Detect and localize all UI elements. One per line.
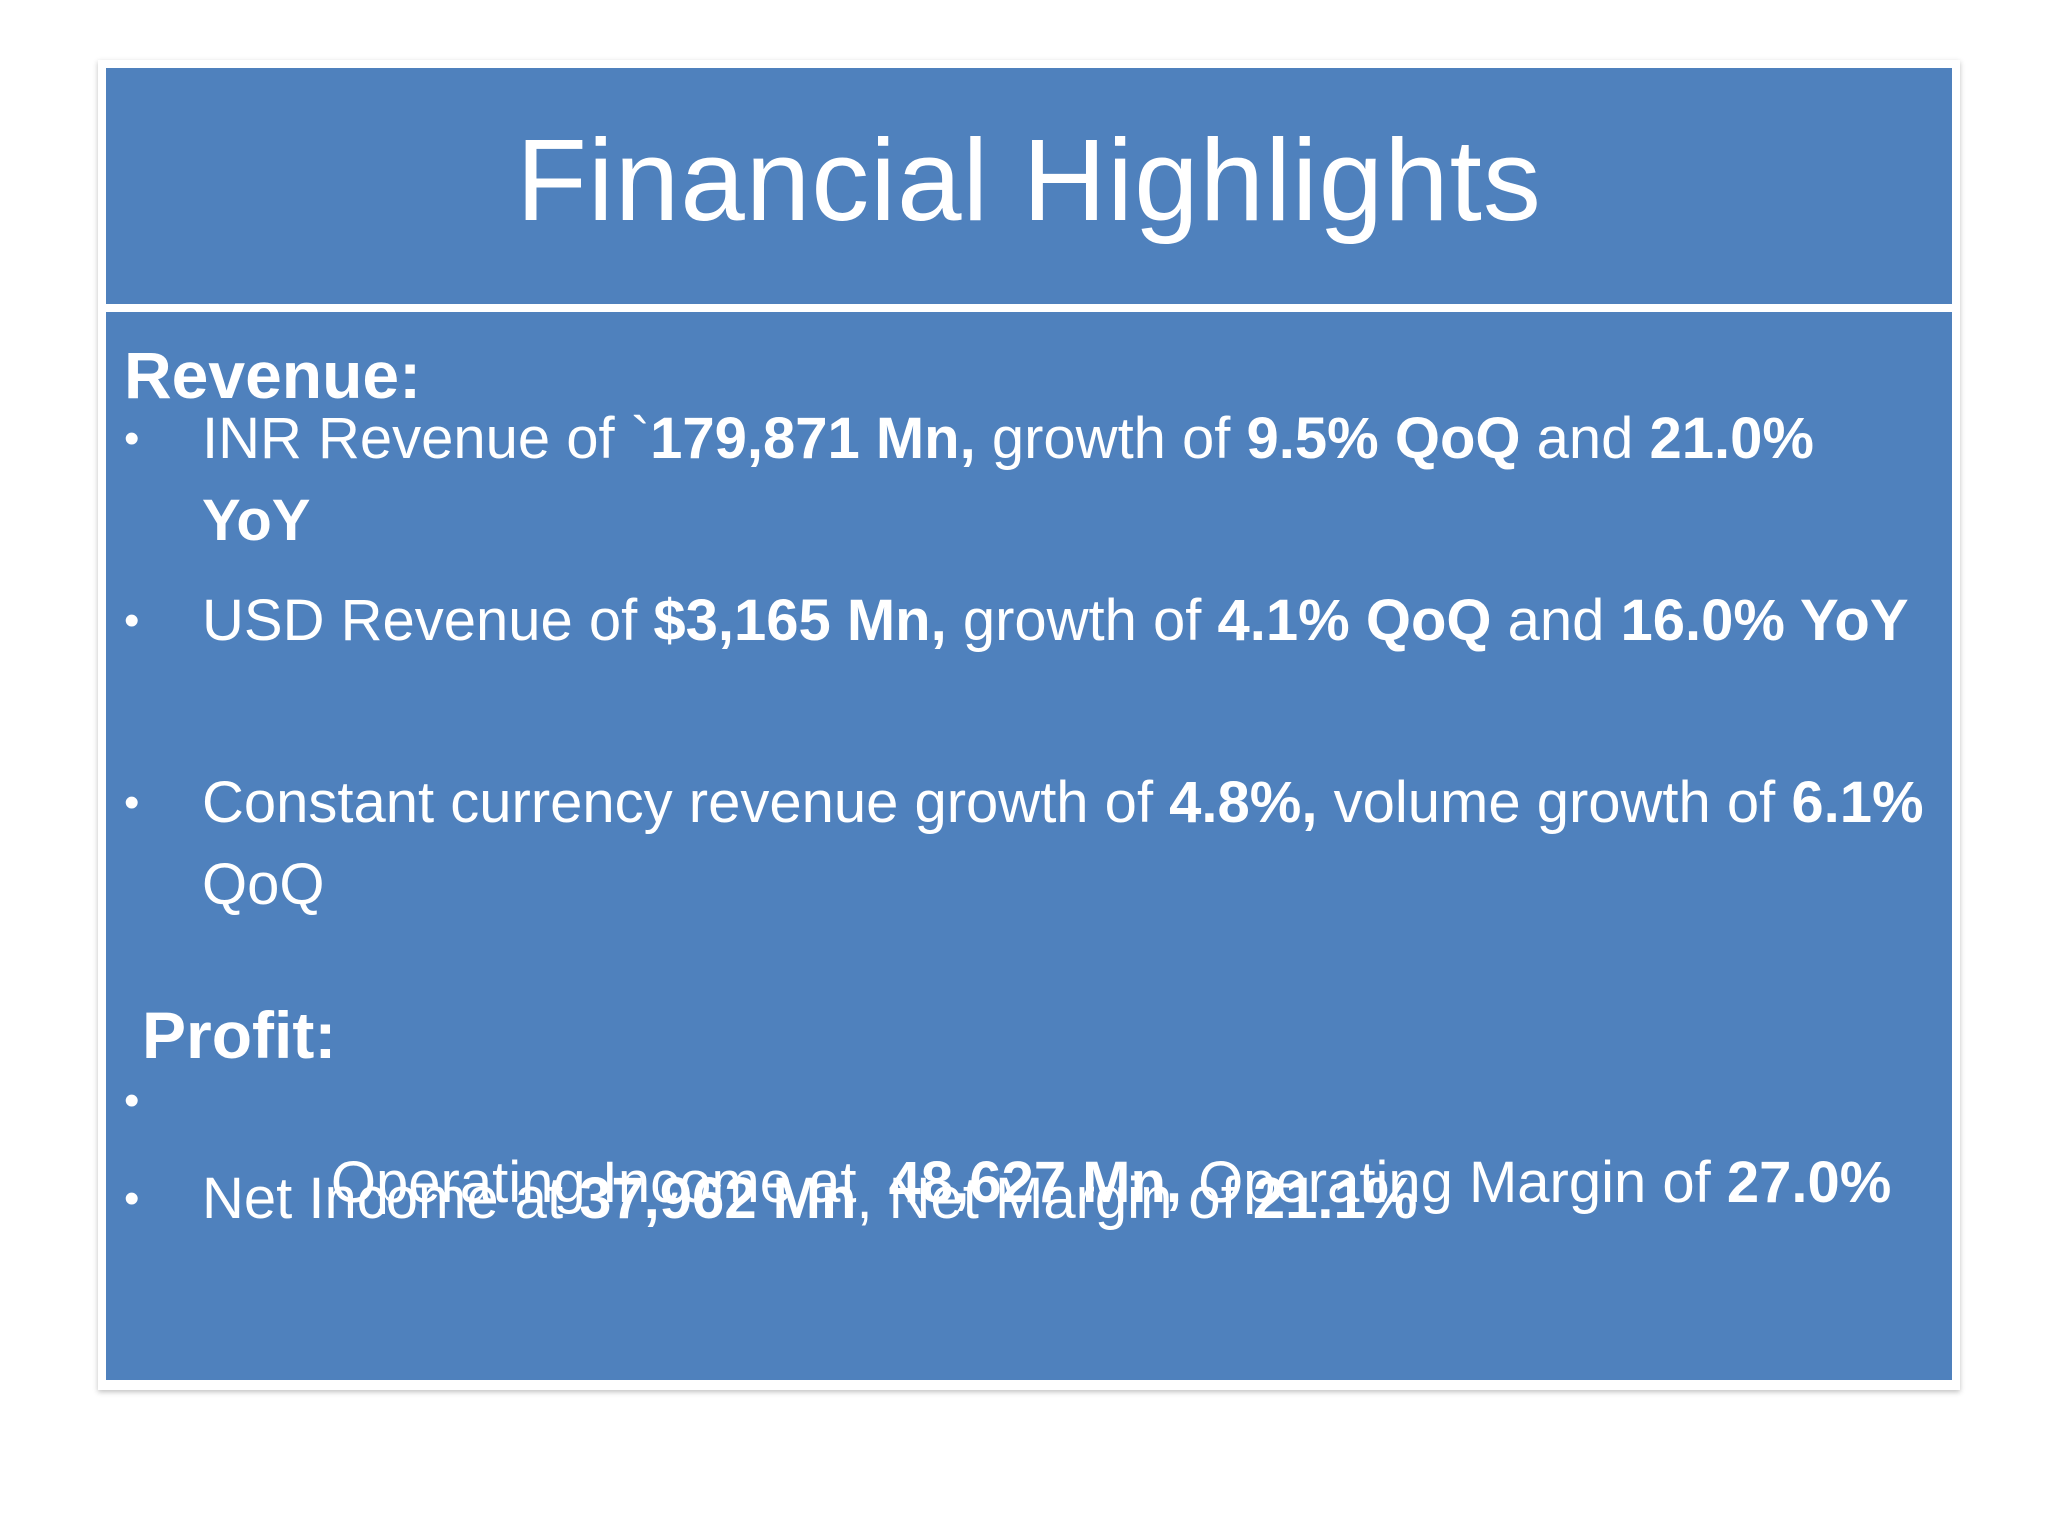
bullet-usd-revenue: • USD Revenue of $3,165 Mn, growth of 4.… (124, 580, 1924, 662)
bullet-text: INR Revenue of `179,871 Mn, growth of 9.… (202, 398, 1924, 562)
bullet-constant-currency: • Constant currency revenue growth of 4.… (124, 762, 1924, 926)
text-segment: volume growth of (1317, 770, 1792, 835)
text-segment: and (1520, 406, 1650, 471)
text-segment: 4.1% QoQ (1217, 588, 1492, 653)
content-box: Revenue: • INR Revenue of `179,871 Mn, g… (106, 312, 1952, 1380)
bullet-text: USD Revenue of $3,165 Mn, growth of 4.1%… (202, 580, 1924, 662)
text-segment: 179,871 Mn, (650, 406, 976, 471)
title-box: Financial Highlights (106, 68, 1952, 304)
slide-title: Financial Highlights (516, 115, 1542, 245)
text-segment: USD Revenue of (202, 588, 654, 653)
bullet-text: Constant currency revenue growth of 4.8%… (202, 762, 1924, 926)
bullet-operating-income: • Operating Income at 48,627 Mn, Operati… (124, 1060, 1924, 1306)
text-segment: 48,627 Mn, (888, 1150, 1183, 1215)
text-segment: Net Income at (202, 1166, 580, 1231)
text-segment: 37,962 Mn (579, 1166, 857, 1231)
text-segment: QoQ (202, 852, 325, 917)
revenue-heading: Revenue: (124, 338, 422, 412)
bullet-inr-revenue: • INR Revenue of `179,871 Mn, growth of … (124, 398, 1924, 562)
text-segment: Operating Margin of (1182, 1150, 1727, 1215)
text-segment: growth of (975, 406, 1247, 471)
slide: Financial Highlights Revenue: • INR Reve… (98, 60, 1960, 1390)
bullet-icon: • (124, 1076, 140, 1125)
text-segment: 21.0% YoY (202, 406, 1814, 553)
bullet-icon: • (124, 1174, 140, 1223)
text-segment: $3,165 Mn, (653, 588, 947, 653)
text-segment: 27.0% (1726, 1150, 1892, 1215)
bullet-text: Net Income at 37,962 Mn, Net Margin of 2… (202, 1158, 1924, 1240)
text-segment: INR Revenue of ` (202, 406, 651, 471)
text-segment: 4.8%, (1169, 770, 1318, 835)
text-segment: 21.1% (1252, 1166, 1418, 1231)
bullet-text: Operating Income at 48,627 Mn, Operating… (202, 1060, 1924, 1306)
text-segment: growth of (946, 588, 1218, 653)
bullet-icon: • (124, 778, 140, 827)
text-segment: 16.0% YoY (1620, 588, 1909, 653)
text-segment: and (1491, 588, 1621, 653)
text-segment: 6.1% (1791, 770, 1924, 835)
text-segment: , Net Margin of (856, 1166, 1253, 1231)
text-segment: 9.5% QoQ (1246, 406, 1521, 471)
text-segment: Operating Income at (330, 1150, 889, 1215)
bullet-net-income: • Net Income at 37,962 Mn, Net Margin of… (124, 1158, 1924, 1240)
bullet-icon: • (124, 596, 140, 645)
text-segment: Constant currency revenue growth of (202, 770, 1170, 835)
bullet-icon: • (124, 414, 140, 463)
profit-heading: Profit: (142, 998, 337, 1072)
